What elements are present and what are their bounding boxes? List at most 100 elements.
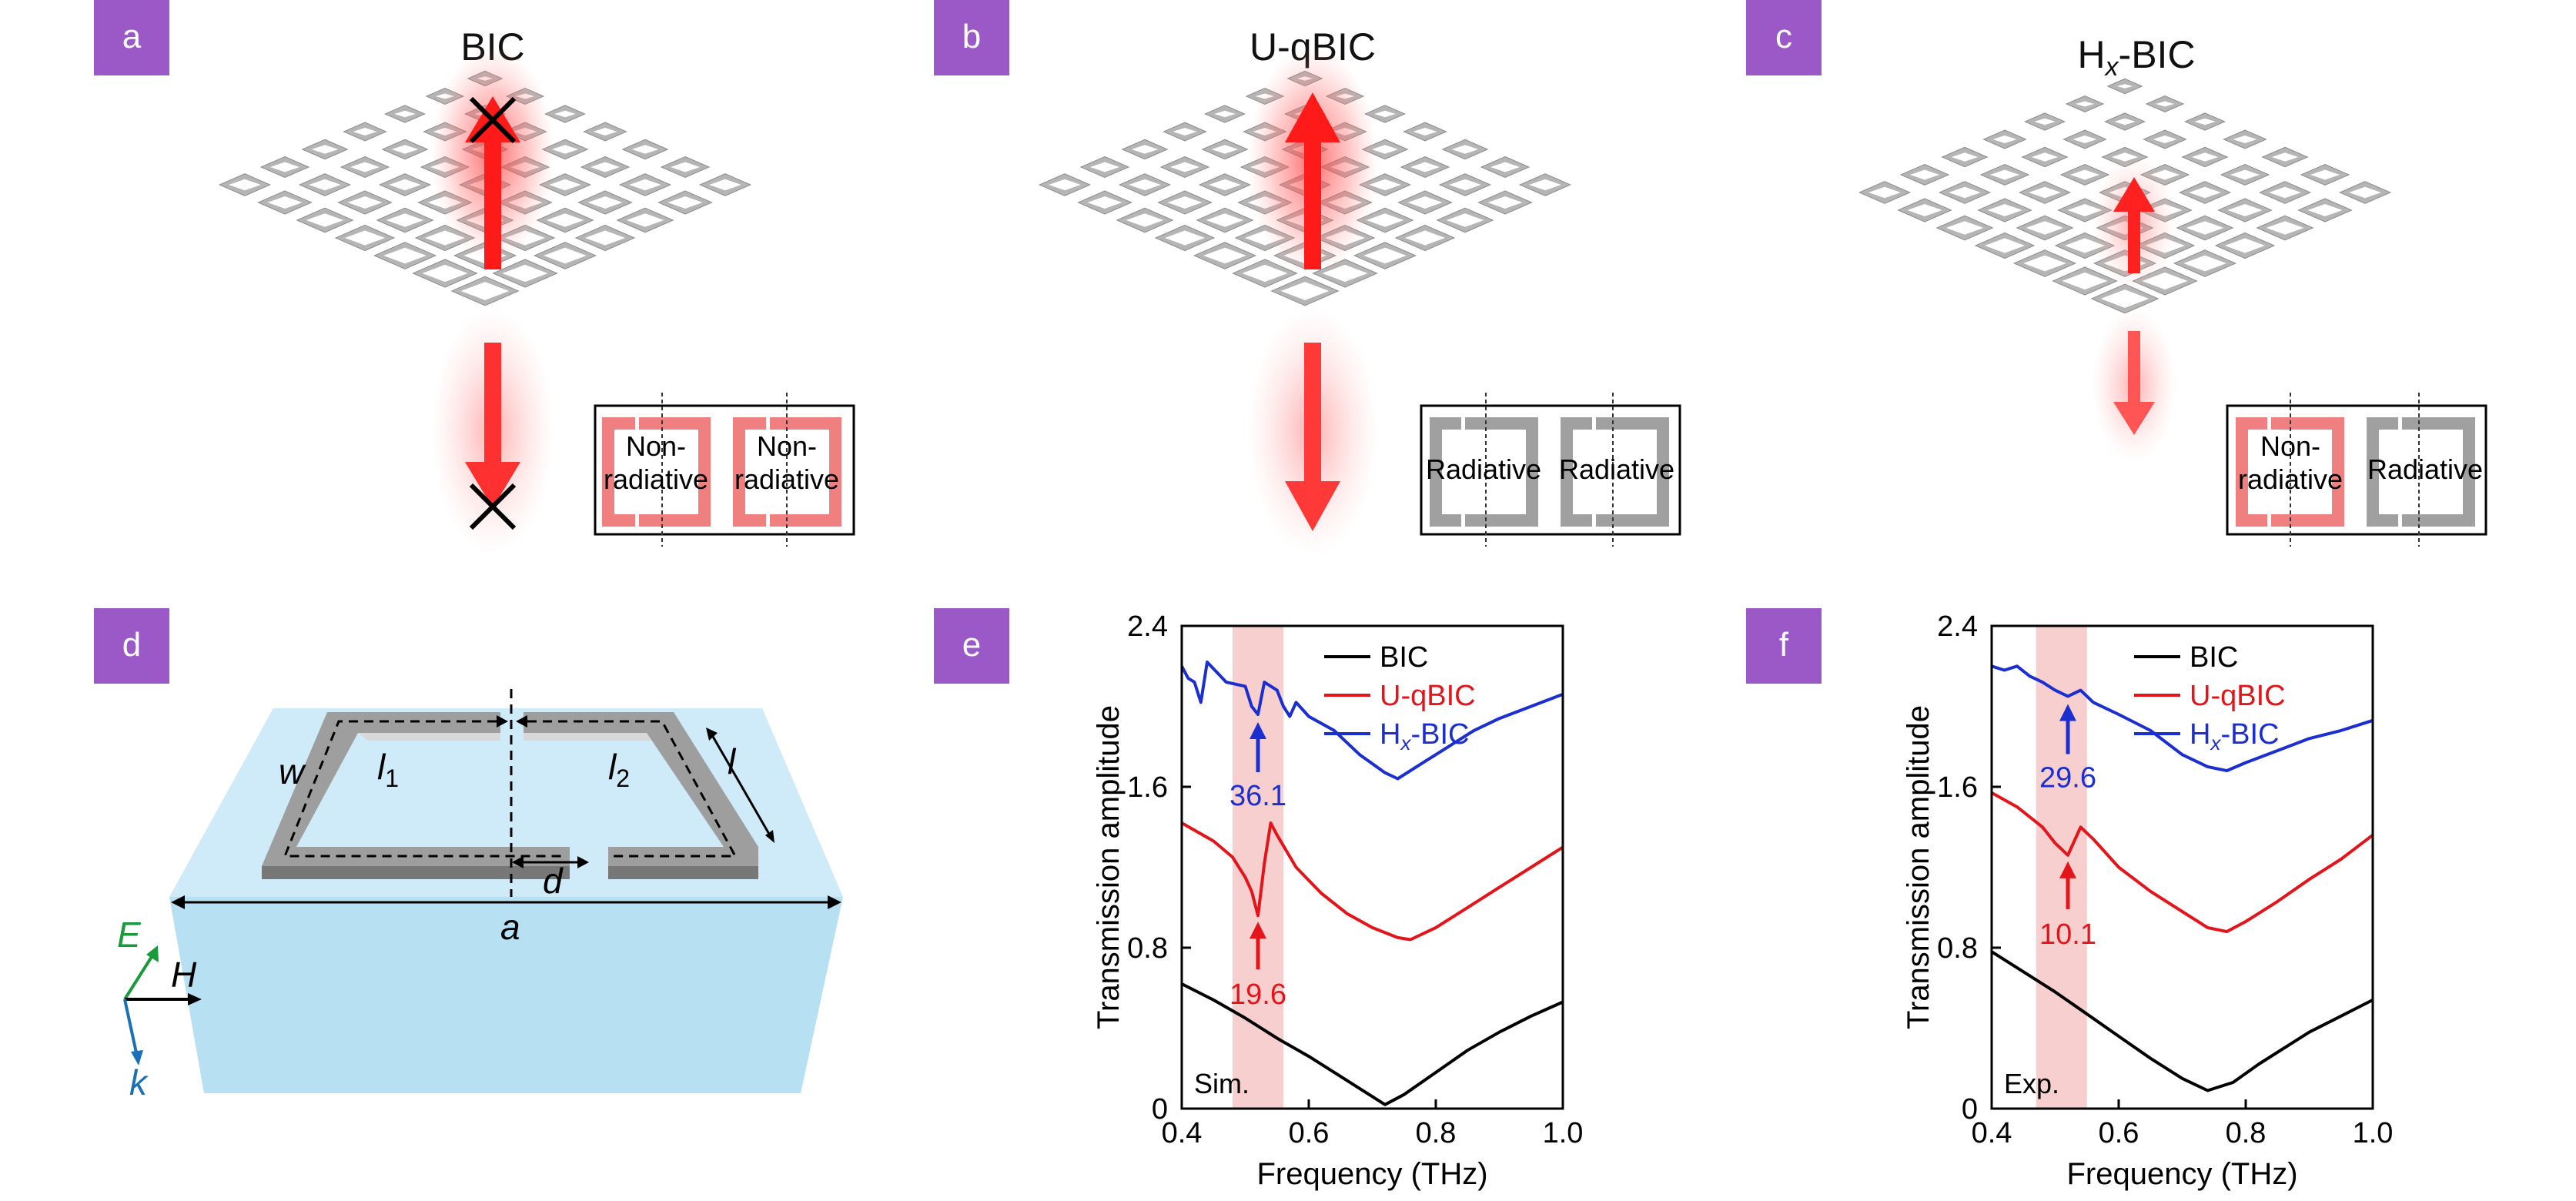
resonator-frame bbox=[1561, 417, 1669, 527]
panel-a-label: a bbox=[122, 18, 142, 55]
annotation-arrowhead-blue bbox=[1250, 721, 1266, 739]
x-tick-label: 0.4 bbox=[1972, 1117, 2012, 1149]
series-line-1 bbox=[1181, 821, 1564, 942]
resonator-frame bbox=[733, 417, 841, 527]
x-tick-label: 0.8 bbox=[1416, 1117, 1457, 1149]
path-l1 bbox=[283, 720, 566, 858]
resonator-frame bbox=[1430, 417, 1538, 527]
y-tick-label: 1.6 bbox=[1127, 771, 1168, 804]
E-axis bbox=[123, 952, 156, 1001]
symbol-l1: l1 bbox=[377, 747, 399, 792]
annotation-red: 19.6 bbox=[1229, 979, 1286, 1011]
y-axis-label: Transmission amplitude bbox=[1092, 705, 1126, 1029]
panel-b-label: b bbox=[962, 18, 981, 55]
panel-b: b U-qBIC Radiative Radiative bbox=[934, 0, 1681, 554]
x-tick-label: 1.0 bbox=[2353, 1117, 2394, 1149]
inset-b-text-1: Radiative bbox=[1426, 453, 1541, 485]
annotation-arrowhead-red bbox=[2059, 861, 2076, 878]
plot-frame bbox=[1180, 624, 1564, 1110]
inset-c: Non-radiative Radiative bbox=[2226, 393, 2487, 547]
annotation-arrowhead-red bbox=[1250, 922, 1266, 939]
panel-d-badge bbox=[94, 608, 169, 684]
shaded-band bbox=[2036, 626, 2087, 1109]
x-axis-label: Frequency (THz) bbox=[1256, 1157, 1487, 1191]
resonator-frame bbox=[2236, 417, 2344, 527]
panel-a-badge bbox=[94, 0, 169, 75]
y-tick-label: 2.4 bbox=[1127, 611, 1168, 643]
resonator-frame bbox=[2367, 417, 2475, 527]
inset-a-text-1: Non-radiative bbox=[604, 430, 708, 495]
split-ring-resonator bbox=[262, 712, 758, 879]
inset-b: Radiative Radiative bbox=[1420, 393, 1681, 547]
path-l2 bbox=[527, 720, 738, 858]
panel-d: d w l1 l2 l d bbox=[94, 608, 843, 1102]
cross-icon bbox=[469, 96, 517, 144]
arrow-down-b-head bbox=[1285, 481, 1340, 531]
y-tick-label: 0.8 bbox=[1127, 932, 1168, 965]
annotation-arrowhead-blue bbox=[2059, 704, 2076, 721]
x-tick-label: 1.0 bbox=[1543, 1117, 1584, 1149]
arrow-up-c-head bbox=[2113, 177, 2155, 212]
panel-a: a BIC Non-radiative Non-radiative bbox=[94, 0, 855, 554]
y-tick-label: 2.4 bbox=[1937, 611, 1978, 643]
panel-c-badge bbox=[1746, 0, 1822, 75]
y-tick-label: 1.6 bbox=[1937, 771, 1978, 804]
series-line-2 bbox=[1991, 664, 2374, 773]
symbol-w: w bbox=[279, 751, 306, 791]
inset-a-text-2: Non-radiative bbox=[734, 430, 839, 495]
x-tick-label: 0.6 bbox=[2099, 1117, 2139, 1149]
panel-e-label: e bbox=[962, 626, 981, 664]
annotation-blue: 36.1 bbox=[1229, 780, 1286, 812]
inset-b-text-2: Radiative bbox=[1559, 453, 1674, 485]
chart-e: 0.4 0.6 0.8 1.0 0 0.8 1.6 2.4 Frequency (THz) Tra… bbox=[1092, 611, 1583, 1191]
symbol-l2: l2 bbox=[608, 747, 630, 792]
legend-label-0: BIC bbox=[1380, 641, 1428, 674]
panel-c-label: c bbox=[1775, 18, 1792, 55]
y-tick-label: 0.8 bbox=[1937, 932, 1978, 965]
annotation-red: 10.1 bbox=[2039, 918, 2096, 951]
series-line-1 bbox=[1991, 791, 2374, 934]
corner-text: Exp. bbox=[2004, 1068, 2059, 1099]
resonator-frame bbox=[602, 417, 711, 527]
symbol-E: E bbox=[117, 915, 142, 955]
panel-c: c Hx-BIC Non-radiative Radiative bbox=[1746, 0, 2487, 547]
panel-f-badge bbox=[1746, 608, 1822, 684]
legend-label-0: BIC bbox=[2190, 641, 2238, 674]
series-line-2 bbox=[1180, 661, 1564, 781]
x-axis-label: Frequency (THz) bbox=[2066, 1157, 2297, 1191]
panel-e: e 0.4 0.6 0.8 1.0 0 0.8 1.6 2.4 Frequency (THz) T… bbox=[934, 608, 1583, 1191]
arrow-up-b-head bbox=[1285, 92, 1340, 142]
symbol-d: d bbox=[543, 861, 564, 901]
x-tick-label: 0.8 bbox=[2226, 1117, 2267, 1149]
legend-label-2: Hx-BIC bbox=[1380, 718, 1469, 754]
x-tick-label: 0.6 bbox=[1289, 1117, 1330, 1149]
y-tick-label: 0 bbox=[1962, 1093, 1978, 1126]
legend-label-1: U-qBIC bbox=[2190, 680, 2286, 712]
annotation-blue: 29.6 bbox=[2039, 761, 2096, 794]
plot-frame bbox=[1990, 624, 2374, 1110]
symbol-l: l bbox=[728, 741, 737, 781]
cross-icon bbox=[469, 483, 517, 530]
symbol-H: H bbox=[171, 955, 197, 995]
symbol-k: k bbox=[129, 1062, 149, 1102]
y-axis-label: Transmission amplitude bbox=[1902, 705, 1935, 1029]
arrow-down-c-head bbox=[2113, 402, 2155, 435]
l-arrow bbox=[711, 734, 771, 836]
y-tick-label: 0 bbox=[1152, 1093, 1168, 1126]
panel-e-badge bbox=[934, 608, 1009, 684]
inset-a: Non-radiative Non-radiative bbox=[594, 393, 855, 547]
legend-label-2: Hx-BIC bbox=[2190, 718, 2279, 754]
inset-c-text-2: Radiative bbox=[2367, 453, 2483, 485]
panel-b-badge bbox=[934, 0, 1009, 75]
panel-f-label: f bbox=[1779, 626, 1789, 664]
panel-c-title: Hx-BIC bbox=[2077, 33, 2195, 82]
panel-d-label: d bbox=[122, 626, 141, 664]
shaded-band bbox=[1233, 626, 1283, 1109]
series-line-0 bbox=[1181, 982, 1564, 1106]
panel-f: f 0.4 0.6 0.8 1.0 0 0.8 1.6 2.4 Frequency (THz) T… bbox=[1746, 608, 2393, 1191]
legend-label-1: U-qBIC bbox=[1380, 680, 1476, 712]
k-axis bbox=[123, 999, 139, 1057]
symbol-a: a bbox=[500, 907, 520, 947]
x-tick-label: 0.4 bbox=[1162, 1117, 1203, 1149]
